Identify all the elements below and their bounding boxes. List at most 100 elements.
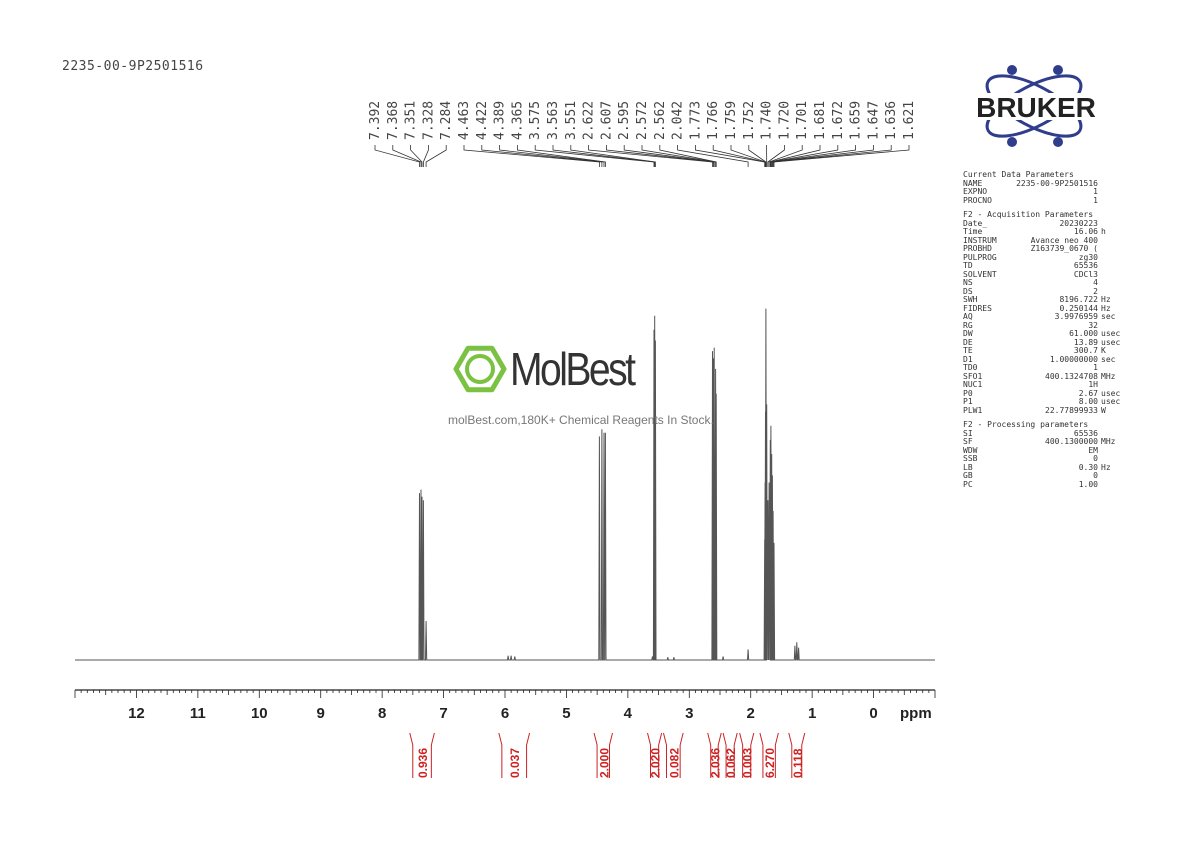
param-unit: K [1101,346,1106,355]
orbit-dot [1007,137,1017,147]
param-unit: W [1101,405,1106,415]
param-value: 4 [1093,278,1098,287]
param-unit: Hz [1101,462,1111,472]
param-key: WDW [963,445,978,455]
peak-label-leader [410,145,423,167]
param-key: GB [963,471,973,480]
peak-label: 7.368 [386,101,401,140]
integral-value: 0.062 [724,748,738,778]
param-block: F2 - Acquisition Parameters Date_ 20230223… [963,210,1123,415]
param-key: PC [963,479,973,489]
param-value: 1.00000000 [1049,354,1098,364]
peak-label-leader [422,145,429,167]
param-key: DS [963,286,973,296]
peak-label: 4.365 [510,101,525,140]
param-key: TD [963,261,973,270]
peak-label-leader [771,145,856,167]
peak-label-leader [374,145,420,167]
molbest-ring [465,354,495,384]
integral-bracket-left [498,732,503,778]
param-value: 22.77899933 [1045,405,1098,415]
peak-label: 3.563 [546,101,561,140]
integral-bracket-left [593,732,598,778]
peak-label: 4.463 [457,101,472,140]
orbit-dot [1007,65,1017,75]
peak-label-leader [463,145,600,167]
param-key: EXPNO [963,187,988,196]
param-key: PROCNO [963,195,992,205]
param-unit [1098,472,1123,481]
peak-label-leader [677,145,749,167]
param-row: DE 13.89 usec [963,338,1123,348]
param-key: Time [963,227,983,236]
peak-label-leader [767,145,785,167]
integral-bracket-right [801,732,806,778]
param-row: NAME 2235-00-9P2501516 [963,179,1123,189]
param-row: P0 2.67 usec [963,389,1123,399]
param-unit: usec [1101,397,1121,406]
x-tick-label: 5 [562,705,570,722]
peak-label-leader [623,145,715,167]
param-row: NS 4 [963,278,1123,288]
param-row: TD 65536 [963,261,1123,271]
param-key: INSTRUM [963,235,997,245]
ppm-axis: 12 11 10 9 8 7 6 5 4 3 2 1 0 ppm [74,689,936,722]
param-row: PC 1.00 [963,479,1123,490]
param-key: D1 [963,354,973,364]
param-value: 65536 [1073,428,1098,438]
molbest-name: MolBest [510,343,636,395]
integral-bracket-right [733,732,738,778]
spectrum-plot [75,308,935,661]
peak-label: 1.766 [706,101,721,140]
param-value: 0.30 [1078,462,1098,472]
param-unit: sec [1101,354,1116,364]
integral-bracket-right [430,732,435,778]
param-value: 0 [1093,454,1098,463]
param-key: SF [963,437,973,446]
peak-label-leader [695,145,766,167]
peak-label: 7.284 [439,101,454,140]
param-key: LB [963,462,973,472]
param-key: NUC1 [963,380,983,389]
peak-label-leader [499,145,605,167]
param-unit [1098,188,1123,197]
param-row: FIDRES 0.250144 Hz [963,304,1123,314]
param-unit [1098,245,1123,254]
param-value: 3.9976959 [1054,312,1098,321]
molbest-logo-icon [453,345,507,393]
peak-label-leader [773,145,910,167]
peak-label-leader [748,145,767,167]
param-value: EM [1088,445,1098,455]
param-row: LB 0.30 Hz [963,462,1123,473]
param-value: CDCl3 [1073,269,1098,279]
integral-value: 2.020 [649,748,663,778]
param-key: SWH [963,295,978,304]
integral-value: 0.082 [667,748,681,778]
integral-value: 0.037 [508,748,522,778]
bruker-logo-text: BRUKER [976,92,1096,123]
param-unit [1098,197,1123,206]
integral-bracket-right [526,732,531,778]
x-tick-label: 7 [439,705,447,722]
peak-label-leader [606,145,714,167]
param-row: SSB 0 [963,454,1123,464]
param-row: WDW EM [963,445,1123,456]
param-row: SI 65536 [963,428,1123,439]
x-tick-label: 9 [317,705,325,722]
bruker-logo: BRUKER [957,65,1114,147]
param-value: 20230223 [1059,218,1098,228]
integral-value: 0.003 [741,748,755,778]
peak-label-leader [534,145,655,167]
integral-bracket-right [750,732,755,778]
peak-label: 1.759 [724,101,739,140]
param-unit [1098,279,1123,288]
param-unit [1098,481,1123,490]
param-unit: sec [1101,312,1116,321]
integral-bracket-left [663,732,667,778]
peak-label-leader [768,145,803,167]
peak-label: 1.720 [777,101,792,140]
peak-label-leader [772,145,892,167]
param-row: PROCNO 1 [963,195,1123,206]
acquisition-parameters-panel: Current Data Parameters NAME 2235-00-9P250… [963,170,1123,495]
peak-label: 1.659 [849,101,864,140]
